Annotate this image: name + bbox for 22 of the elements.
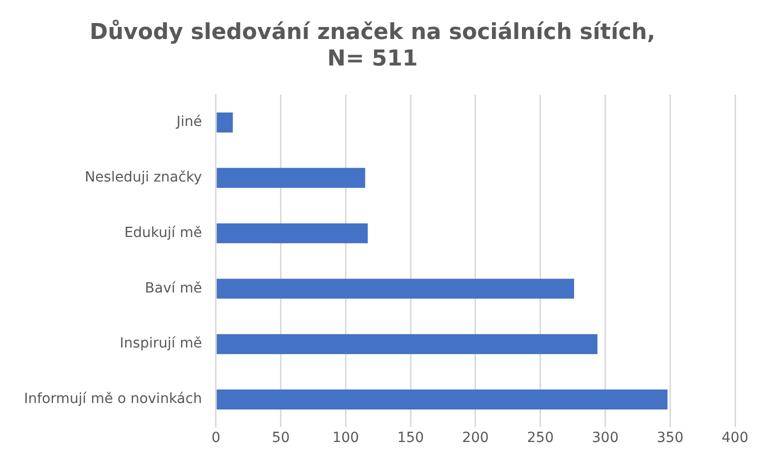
bar <box>216 112 233 132</box>
x-tick-label: 250 <box>526 430 554 446</box>
x-tick-label: 0 <box>212 430 220 446</box>
y-tick-label: Jiné <box>175 114 202 130</box>
x-tick-label: 400 <box>722 430 748 446</box>
y-tick-label: Inspirují mě <box>120 336 202 352</box>
bar <box>216 390 668 410</box>
y-tick-label: Nesleduji značky <box>84 170 202 186</box>
x-tick-label: 100 <box>332 430 360 446</box>
bar <box>216 334 598 354</box>
x-tick-label: 350 <box>656 430 684 446</box>
x-tick-label: 150 <box>397 430 424 446</box>
x-tick-label: 50 <box>272 430 290 446</box>
chart-title: Důvody sledování značek na sociálních sítích, N= 511 <box>90 18 656 72</box>
x-tick-label: 200 <box>462 430 489 446</box>
bar <box>216 223 368 244</box>
bar <box>216 278 574 299</box>
y-tick-label: Informují mě o novinkách <box>24 391 202 408</box>
y-tick-label: Baví mě <box>144 280 202 296</box>
bar <box>216 168 366 188</box>
x-tick-label: 300 <box>592 430 619 446</box>
y-tick-label: Edukují mě <box>124 224 202 241</box>
